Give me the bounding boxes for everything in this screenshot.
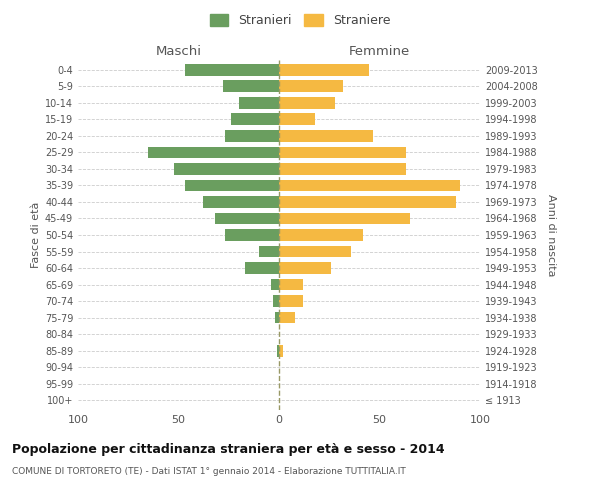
Bar — [231, 114, 279, 126]
Text: Maschi: Maschi — [155, 44, 202, 58]
Bar — [279, 64, 370, 76]
Bar — [271, 278, 279, 290]
Bar — [279, 114, 315, 126]
Bar — [279, 196, 456, 208]
Y-axis label: Anni di nascita: Anni di nascita — [545, 194, 556, 276]
Bar — [279, 344, 283, 356]
Bar — [279, 295, 303, 307]
Bar — [148, 146, 279, 158]
Bar — [273, 295, 279, 307]
Y-axis label: Fasce di età: Fasce di età — [31, 202, 41, 268]
Bar — [279, 80, 343, 92]
Bar — [223, 80, 279, 92]
Bar — [175, 163, 279, 175]
Bar — [279, 278, 303, 290]
Bar — [279, 180, 460, 192]
Bar — [279, 212, 410, 224]
Bar — [239, 97, 279, 109]
Bar — [245, 262, 279, 274]
Legend: Stranieri, Straniere: Stranieri, Straniere — [207, 11, 393, 30]
Bar — [279, 229, 364, 241]
Text: COMUNE DI TORTORETO (TE) - Dati ISTAT 1° gennaio 2014 - Elaborazione TUTTITALIA.: COMUNE DI TORTORETO (TE) - Dati ISTAT 1°… — [12, 468, 406, 476]
Bar — [185, 64, 279, 76]
Bar — [279, 262, 331, 274]
Bar — [279, 146, 406, 158]
Bar — [203, 196, 279, 208]
Bar — [279, 246, 352, 258]
Bar — [185, 180, 279, 192]
Text: Femmine: Femmine — [349, 44, 410, 58]
Bar — [279, 130, 373, 142]
Bar — [225, 130, 279, 142]
Bar — [215, 212, 279, 224]
Bar — [259, 246, 279, 258]
Bar — [275, 312, 279, 324]
Text: Popolazione per cittadinanza straniera per età e sesso - 2014: Popolazione per cittadinanza straniera p… — [12, 442, 445, 456]
Bar — [225, 229, 279, 241]
Bar — [279, 312, 295, 324]
Bar — [279, 97, 335, 109]
Bar — [277, 344, 279, 356]
Bar — [279, 163, 406, 175]
